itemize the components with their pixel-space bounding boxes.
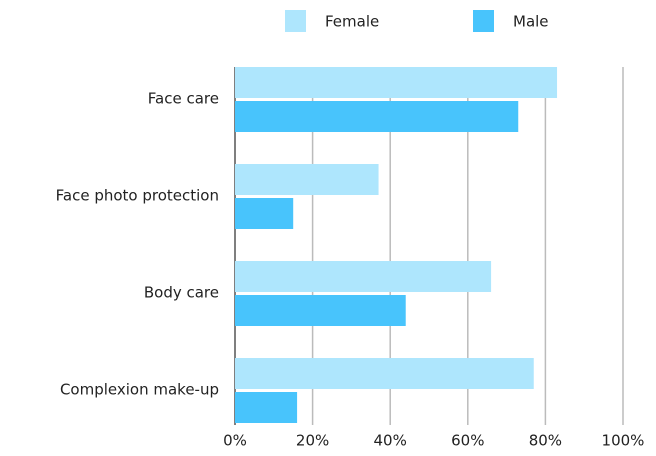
bar — [235, 67, 558, 98]
bar — [235, 164, 379, 195]
bar — [235, 392, 298, 423]
x-tick-label: 100% — [602, 432, 645, 450]
bar — [235, 261, 492, 292]
legend-label: Male — [513, 13, 549, 31]
x-tick-label: 20% — [296, 432, 329, 450]
y-tick-label: Body care — [144, 284, 219, 302]
legend-label: Female — [325, 13, 379, 31]
y-tick-label: Face care — [148, 90, 219, 108]
bar — [235, 358, 534, 389]
bar — [235, 295, 406, 326]
y-tick-label: Complexion make-up — [60, 381, 219, 399]
bar — [235, 101, 519, 132]
x-tick-label: 80% — [529, 432, 562, 450]
y-tick-label: Face photo protection — [56, 187, 219, 205]
x-tick-label: 40% — [374, 432, 407, 450]
x-tick-label: 0% — [223, 432, 247, 450]
legend-swatch — [473, 10, 494, 32]
legend-swatch — [285, 10, 306, 32]
x-tick-label: 60% — [451, 432, 484, 450]
bar — [235, 198, 294, 229]
